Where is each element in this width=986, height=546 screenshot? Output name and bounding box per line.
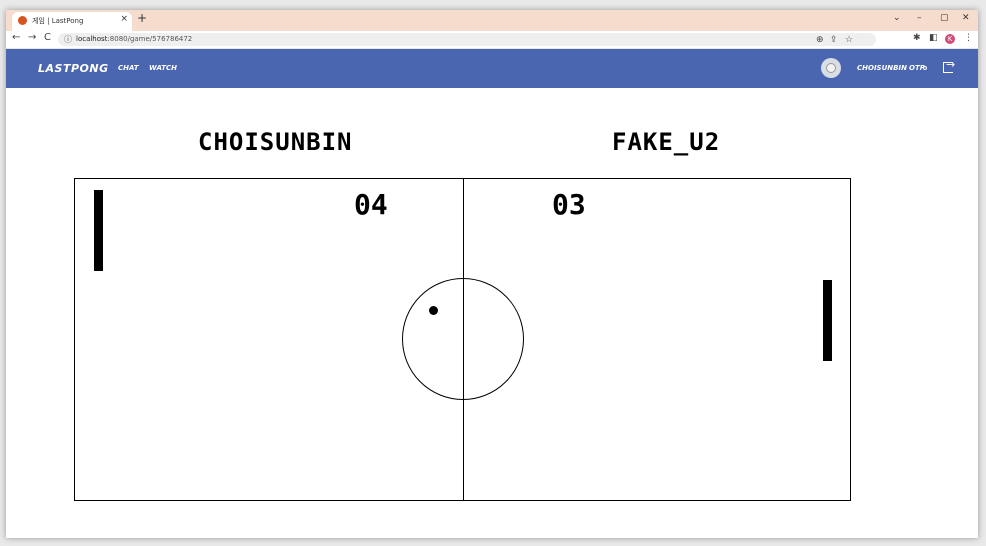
tab-title: 게임 | LastPong (32, 17, 84, 25)
tab-close-icon[interactable]: × (120, 14, 128, 24)
header-username[interactable]: CHOISUNBIN (857, 64, 907, 72)
url-path: :8080/game/576786472 (107, 35, 193, 43)
star-icon[interactable]: ☆ (845, 35, 854, 45)
avatar-face-icon (826, 63, 836, 73)
logout-arrow-icon: → (946, 58, 956, 71)
menu-icon[interactable]: ⋮ (964, 33, 973, 43)
extensions-icon[interactable]: ✱ (913, 33, 921, 43)
right-score: 03 (552, 188, 586, 221)
url-bar[interactable]: ⓘ localhost:8080/game/576786472 ⊕ ⇪ ☆ (58, 33, 876, 46)
tab-bar: 게임 | LastPong × + ⌄ – ▢ ✕ (6, 10, 978, 31)
url-text: localhost:8080/game/576786472 (76, 35, 192, 43)
site-logo[interactable]: LASTPONG (38, 62, 109, 75)
sidepanel-icon[interactable]: ◧ (929, 33, 938, 43)
favicon-icon (18, 16, 27, 25)
nav-watch[interactable]: WATCH (149, 64, 177, 72)
zoom-icon[interactable]: ⊕ (816, 35, 824, 45)
back-button[interactable]: ← (12, 32, 21, 43)
reload-button[interactable]: C (44, 32, 51, 43)
logout-icon[interactable] (943, 62, 953, 73)
forward-button[interactable]: → (28, 32, 37, 43)
center-circle (402, 278, 524, 400)
left-paddle (94, 190, 103, 271)
share-icon[interactable]: ⇪ (830, 35, 838, 45)
tab-search-icon[interactable]: ⌄ (893, 13, 901, 23)
restore-button[interactable]: ▢ (940, 13, 949, 23)
minimize-button[interactable]: – (917, 13, 922, 23)
otp-status-icon (923, 66, 927, 70)
right-paddle (823, 280, 832, 361)
site-header: LASTPONG CHAT WATCH CHOISUNBIN OTP → (6, 49, 978, 88)
right-player-name: FAKE_U2 (612, 128, 721, 156)
ball (429, 306, 438, 315)
new-tab-button[interactable]: + (137, 11, 148, 25)
nav-chat[interactable]: CHAT (118, 64, 139, 72)
left-player-name: CHOISUNBIN (198, 128, 353, 156)
browser-window: 게임 | LastPong × + ⌄ – ▢ ✕ ← → C ⓘ localh… (6, 10, 978, 538)
game-court: 04 03 (74, 178, 851, 501)
site-info-icon[interactable]: ⓘ (64, 35, 72, 44)
url-host: localhost (76, 35, 108, 43)
close-window-button[interactable]: ✕ (962, 13, 970, 23)
otp-toggle[interactable]: OTP (909, 64, 925, 72)
left-score: 04 (354, 188, 388, 221)
tab-game[interactable]: 게임 | LastPong × (12, 12, 132, 31)
user-avatar[interactable] (821, 58, 841, 78)
profile-avatar[interactable]: K (945, 34, 955, 44)
address-bar-row: ← → C ⓘ localhost:8080/game/576786472 ⊕ … (6, 31, 978, 49)
